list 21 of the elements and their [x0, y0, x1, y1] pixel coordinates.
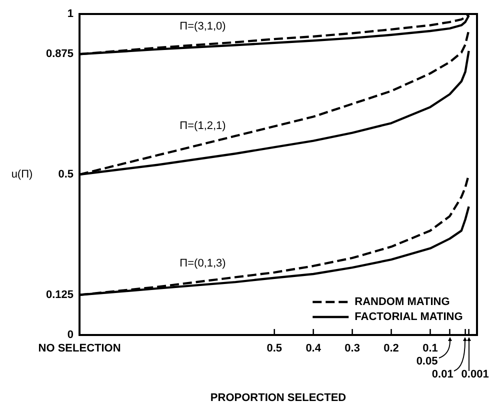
x-tick-label: 0.3: [344, 342, 360, 355]
x-tick-label: NO SELECTION: [38, 342, 121, 355]
x-tick-label: 0.1: [422, 342, 438, 355]
x-tick-label: 0.5: [266, 342, 282, 355]
y-tick-label: 0.125: [46, 288, 74, 301]
y-tick-label: 1: [67, 8, 74, 20]
x-tick-label: 0.2: [384, 342, 399, 355]
text: 0.01: [432, 368, 454, 381]
y-axis-title: u(Π): [11, 168, 33, 181]
legend-label: FACTORIAL MATING: [354, 311, 463, 324]
x-tick-label: 0.4: [306, 342, 322, 355]
annotation: Π=(1,2,1): [180, 120, 226, 132]
text: 0.001: [461, 368, 489, 381]
annotation: Π=(0,1,3): [180, 257, 226, 270]
x-axis-title: PROPORTION SELECTED: [210, 392, 346, 404]
y-tick-label: 0.5: [58, 168, 74, 181]
legend-label: RANDOM MATING: [354, 296, 450, 308]
annotation: Π=(3,1,0): [180, 20, 226, 33]
y-tick-label: 0: [67, 329, 74, 342]
text: 0.05: [416, 356, 438, 368]
y-tick-label: 0.875: [46, 48, 74, 60]
